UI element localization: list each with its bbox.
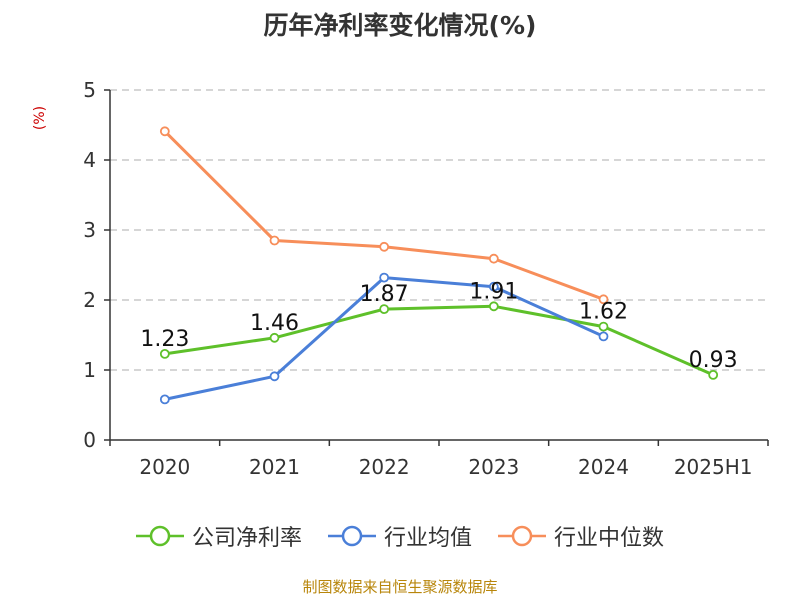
x-tick-label: 2022 — [359, 455, 410, 479]
x-tick-label: 2021 — [249, 455, 300, 479]
data-point-1 — [269, 371, 280, 382]
data-point-1 — [379, 272, 390, 283]
data-point-0 — [269, 332, 280, 343]
series-line-0 — [164, 304, 714, 377]
legend-item[interactable]: 公司净利率 — [135, 520, 302, 552]
legend: 公司净利率 行业均值 行业中位数 — [0, 520, 800, 552]
y-tick-label: 5 — [83, 78, 96, 102]
data-point-2 — [488, 253, 499, 264]
y-tick-label: 1 — [83, 358, 96, 382]
data-point-0 — [598, 321, 609, 332]
x-tick-label: 2020 — [139, 455, 190, 479]
legend-item[interactable]: 行业中位数 — [498, 520, 664, 552]
data-point-0 — [708, 369, 719, 380]
legend-swatch-icon — [498, 525, 546, 547]
data-point-0 — [159, 348, 170, 359]
legend-swatch-icon — [327, 525, 376, 547]
legend-item[interactable]: 行业均值 — [327, 520, 472, 552]
data-point-0 — [488, 301, 499, 312]
data-label: 1.91 — [469, 279, 518, 304]
x-tick-label: 2025H1 — [674, 455, 753, 479]
data-point-1 — [159, 394, 170, 405]
data-point-1 — [598, 331, 609, 342]
data-label: 1.46 — [250, 311, 299, 336]
data-source-note: 制图数据来自恒生聚源数据库 — [302, 578, 498, 596]
chart-title: 历年净利率变化情况(%) — [263, 11, 537, 40]
x-tick-label: 2024 — [578, 455, 629, 479]
data-label: 1.62 — [579, 300, 628, 325]
legend-label: 行业均值 — [383, 526, 472, 551]
data-point-2 — [598, 294, 609, 305]
data-point-0 — [379, 304, 390, 315]
data-label: 1.23 — [140, 327, 189, 352]
legend-label: 行业中位数 — [554, 526, 665, 551]
legend-label: 公司净利率 — [191, 526, 302, 551]
data-point-2 — [269, 235, 280, 246]
data-point-2 — [379, 241, 390, 252]
data-point-2 — [159, 126, 170, 137]
data-label: 1.87 — [360, 282, 409, 307]
x-tick-label: 2023 — [468, 455, 519, 479]
data-point-1 — [488, 281, 499, 292]
data-label: 0.93 — [689, 348, 738, 373]
y-tick-label: 3 — [83, 218, 96, 242]
legend-swatch-icon — [135, 525, 184, 547]
y-tick-label: 4 — [83, 148, 96, 172]
y-tick-label: 0 — [83, 428, 96, 452]
y-tick-label: 2 — [83, 288, 96, 312]
